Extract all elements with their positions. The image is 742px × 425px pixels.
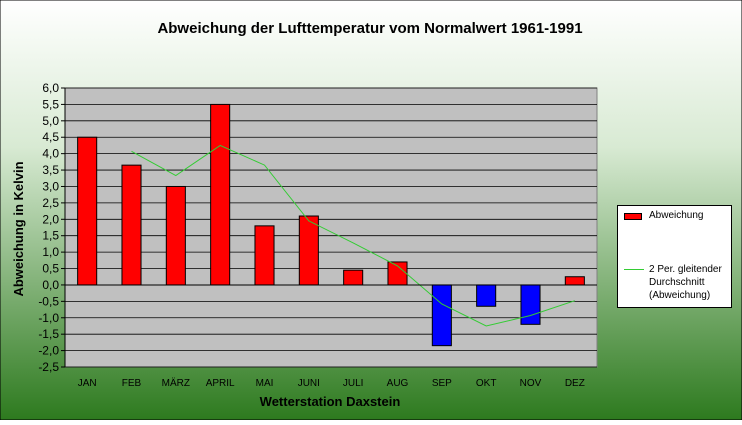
bar-juni — [298, 215, 319, 286]
x-tick-label: JUNI — [298, 378, 320, 389]
x-tick-label: AUG — [387, 378, 409, 389]
y-tick-label: 0,0 — [42, 278, 59, 292]
moving-average-line — [131, 144, 575, 327]
x-tick-label: JAN — [78, 378, 97, 389]
y-tick-label: 3,5 — [42, 163, 59, 177]
y-axis-ticks: 6,0 5,5 5,0 4,5 4,0 3,5 3,0 2,5 2,0 1,5 1,0 0,5 0,0 -… — [38, 81, 66, 374]
x-tick-label: MÄRZ — [162, 377, 190, 389]
x-tick-label: APRIL — [206, 378, 235, 389]
plot-area — [64, 87, 598, 368]
bar-juli — [343, 269, 364, 286]
y-tick-label: -2,5 — [38, 360, 59, 374]
chart-title: Abweichung der Lufttemperatur vom Normal… — [157, 20, 582, 37]
y-tick-label: 5,5 — [42, 97, 59, 111]
bar-april — [210, 103, 231, 286]
x-tick-label: FEB — [122, 378, 142, 389]
y-tick-label: 0,5 — [42, 262, 59, 276]
bar-okt — [476, 284, 497, 307]
y-tick-label: -1,5 — [38, 327, 59, 341]
y-tick-label: 4,0 — [42, 147, 59, 161]
bar-jan — [77, 136, 98, 286]
y-tick-label: 3,0 — [42, 179, 59, 193]
x-tick-label: JULI — [343, 378, 364, 389]
bar-mai — [254, 225, 275, 286]
y-tick-label: 6,0 — [42, 81, 59, 95]
bar-series — [77, 103, 585, 347]
x-tick-label: NOV — [520, 378, 542, 389]
x-tick-label: OKT — [476, 378, 497, 389]
y-tick-label: 2,0 — [42, 212, 59, 226]
y-tick-label: 4,5 — [42, 130, 59, 144]
x-axis-ticks: JAN FEB MÄRZ APRIL MAI JUNI JULI AUG SEP OKT NOV DE… — [65, 284, 597, 389]
x-axis-label: Wetterstation Daxstein — [260, 394, 401, 409]
legend-line-swatch — [624, 269, 644, 270]
line-series — [131, 144, 575, 327]
y-tick-label: 1,5 — [42, 229, 59, 243]
bar-sep — [431, 284, 452, 347]
bar-dez — [564, 276, 585, 286]
bar-märz — [165, 185, 186, 286]
y-tick-label: 1,0 — [42, 245, 59, 259]
bar-nov — [520, 284, 541, 325]
y-tick-label: -0,5 — [38, 294, 59, 308]
legend-label-abweichung: Abweichung — [649, 210, 704, 221]
y-tick-label: 2,5 — [42, 196, 59, 210]
y-axis-label: Abweichung in Kelvin — [11, 161, 26, 296]
x-tick-label: MAI — [256, 378, 274, 389]
y-tick-label: -2,0 — [38, 344, 59, 358]
y-tick-label: 5,0 — [42, 114, 59, 128]
bar-feb — [121, 164, 142, 286]
legend-label-moving-average: 2 Per. gleitender Durchschnitt (Abweichu… — [649, 264, 722, 301]
legend-bar-swatch — [624, 213, 642, 220]
x-tick-label: DEZ — [565, 378, 585, 389]
y-tick-label: -1,0 — [38, 311, 59, 325]
legend: Abweichung 2 Per. gleitender Durchschnit… — [617, 205, 732, 308]
x-tick-label: SEP — [432, 378, 452, 389]
